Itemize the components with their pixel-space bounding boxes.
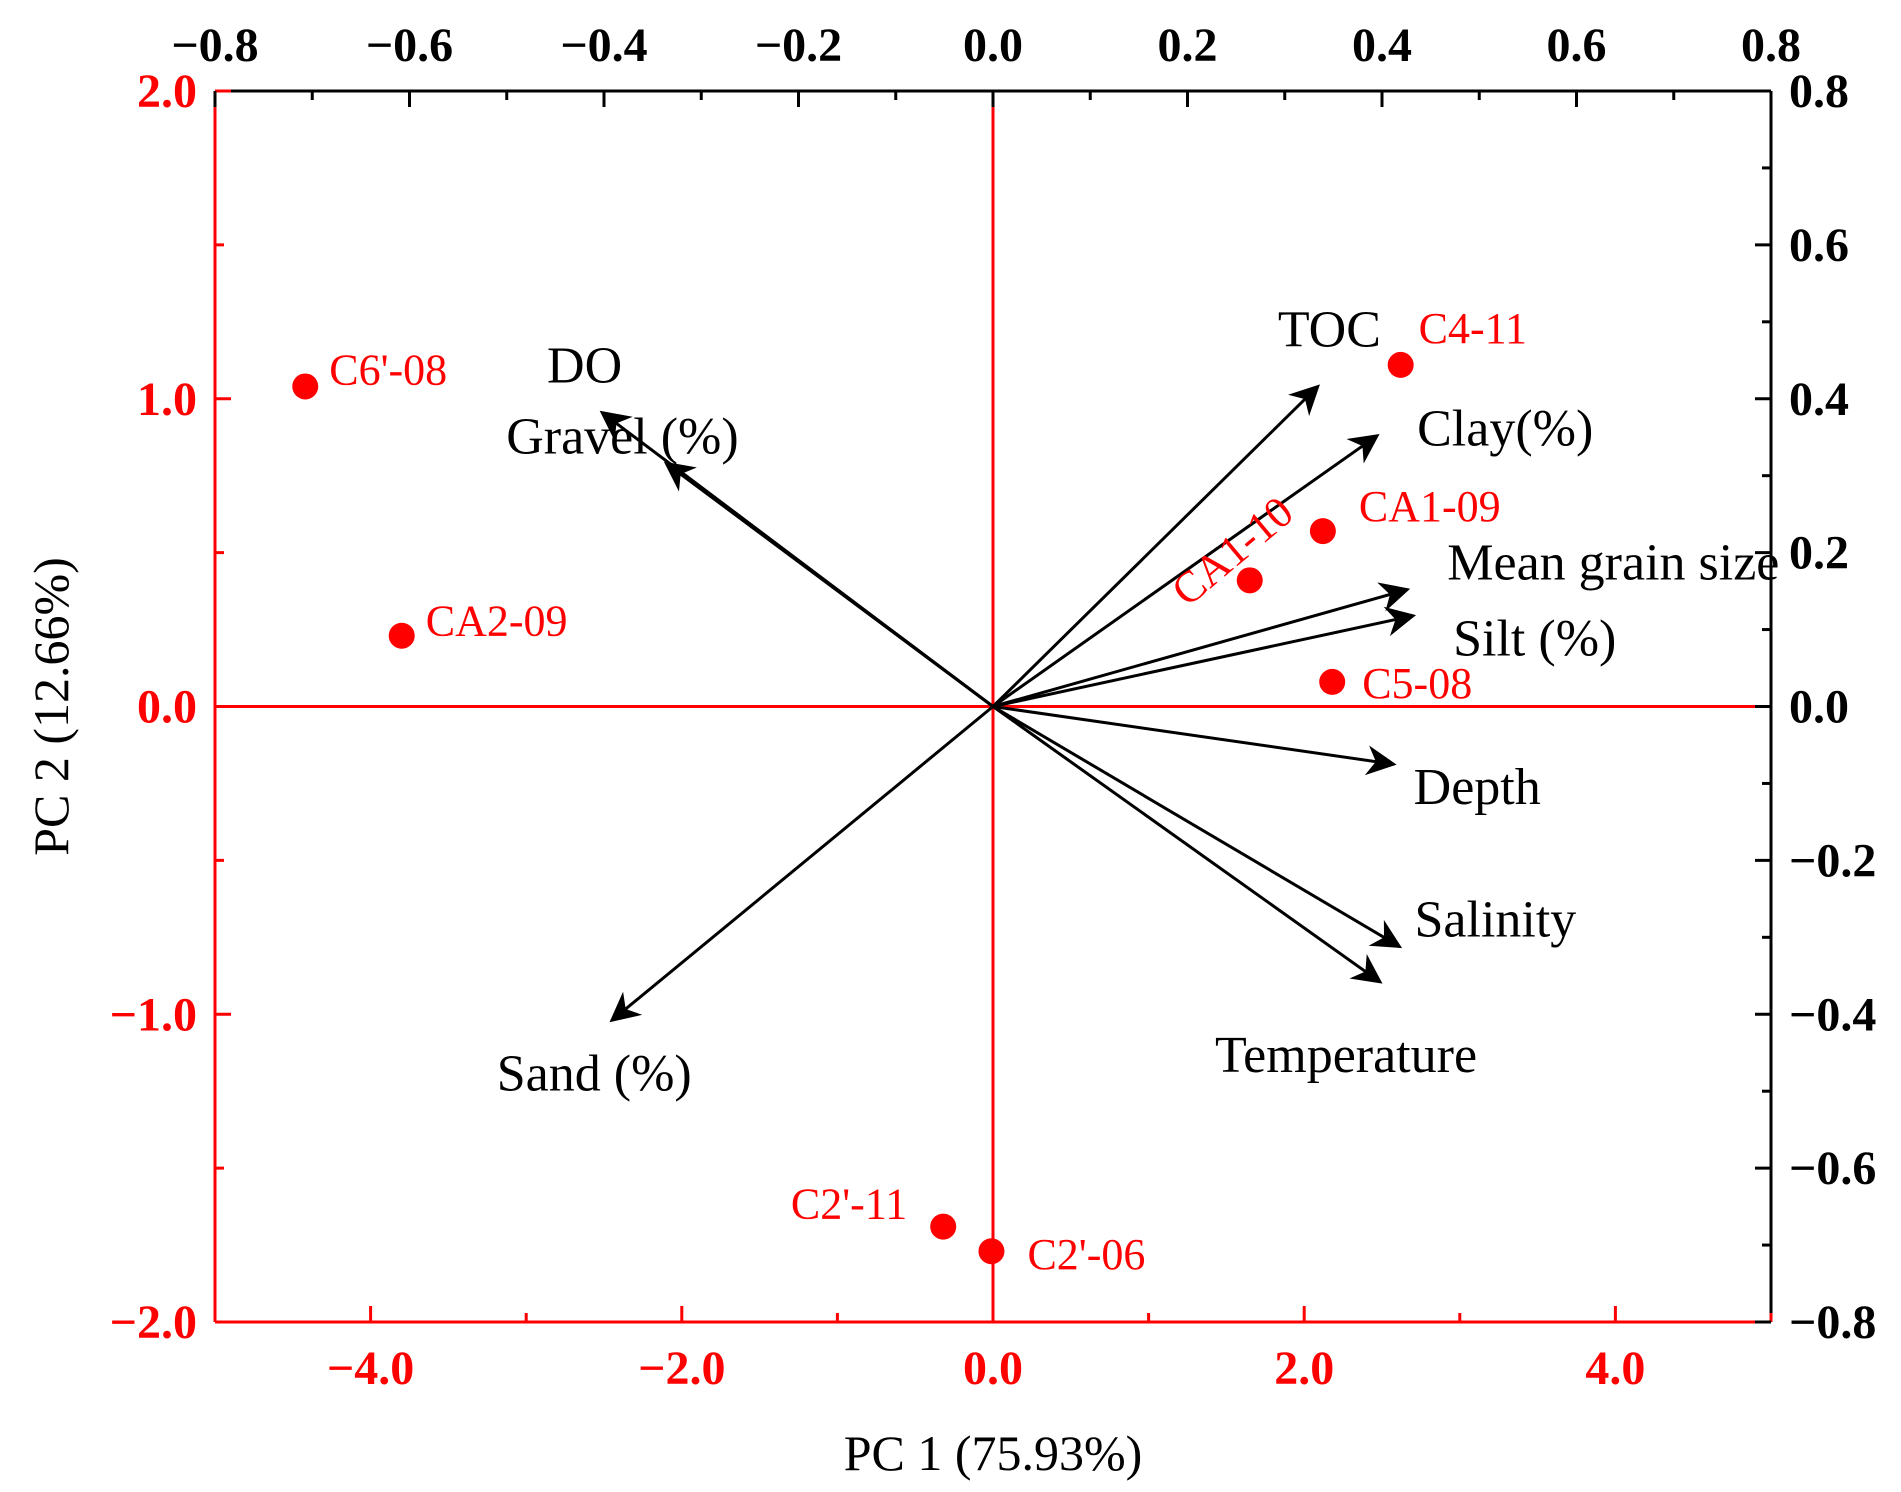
- vector-arrow: [992, 606, 1417, 708]
- vector-arrow: [992, 582, 1411, 708]
- sample-label: CA2-09: [426, 597, 568, 646]
- sample-point: [388, 622, 415, 649]
- vector-label: TOC: [1278, 301, 1381, 358]
- y-axis-title: PC 2 (12.66%): [23, 557, 79, 856]
- top-tick-label: −0.8: [171, 19, 258, 72]
- y-tick-label: −1.0: [110, 988, 197, 1041]
- right-tick-label: 0.2: [1789, 527, 1849, 580]
- sample-label: C4-11: [1419, 304, 1527, 353]
- sample-point: [978, 1238, 1005, 1265]
- right-tick-label: 0.0: [1789, 681, 1849, 734]
- vector-label: DO: [547, 338, 622, 395]
- sample-point: [1387, 351, 1414, 378]
- vector-label: Clay(%): [1417, 401, 1593, 458]
- sample-point: [1309, 518, 1336, 545]
- sample-point: [1319, 668, 1346, 695]
- right-tick-label: −0.6: [1789, 1142, 1876, 1195]
- y-tick-label: 0.0: [137, 681, 197, 734]
- top-tick-label: 0.0: [963, 19, 1023, 72]
- x-axis-title: PC 1 (75.93%): [844, 1425, 1143, 1481]
- vector-arrow: [992, 705, 1403, 949]
- sample-label: C2'-11: [791, 1180, 907, 1229]
- vector-label: Temperature: [1215, 1027, 1477, 1084]
- sample-label: CA1-10: [1162, 487, 1302, 616]
- top-tick-label: −0.6: [366, 19, 453, 72]
- vector-arrow: [663, 461, 994, 708]
- right-tick-label: 0.6: [1789, 219, 1849, 272]
- right-tick-label: 0.8: [1789, 65, 1849, 118]
- x-tick-label: 4.0: [1585, 1342, 1645, 1395]
- x-tick-label: −4.0: [327, 1342, 414, 1395]
- x-tick-label: 2.0: [1274, 1342, 1334, 1395]
- sample-label: C6'-08: [329, 345, 447, 394]
- y-tick-label: −2.0: [110, 1296, 197, 1349]
- right-tick-label: 0.4: [1789, 373, 1849, 426]
- vector-arrow: [992, 705, 1397, 776]
- top-tick-label: 0.4: [1352, 19, 1412, 72]
- x-tick-label: −2.0: [638, 1342, 725, 1395]
- vector-arrow: [609, 705, 994, 1023]
- y-tick-label: 1.0: [137, 373, 197, 426]
- sample-point: [292, 373, 319, 400]
- vector-label: Salinity: [1415, 892, 1577, 949]
- right-tick-label: −0.2: [1789, 834, 1876, 887]
- sample-label: C5-08: [1362, 659, 1472, 708]
- sample-point: [930, 1213, 957, 1240]
- vector-arrow: [992, 705, 1383, 984]
- top-tick-label: 0.2: [1158, 19, 1218, 72]
- sample-label: CA1-09: [1359, 482, 1501, 531]
- x-tick-label: 0.0: [963, 1342, 1023, 1395]
- top-tick-label: 0.6: [1547, 19, 1607, 72]
- top-tick-label: −0.4: [560, 19, 647, 72]
- y-tick-label: 2.0: [137, 65, 197, 118]
- vector-label: Depth: [1414, 759, 1541, 816]
- vector-label: Sand (%): [497, 1045, 692, 1102]
- sample-point: [1236, 567, 1263, 594]
- top-tick-label: −0.2: [755, 19, 842, 72]
- vector-arrow: [992, 433, 1380, 708]
- right-tick-label: −0.4: [1789, 988, 1876, 1041]
- right-tick-label: −0.8: [1789, 1296, 1876, 1349]
- sample-label: C2'-06: [1027, 1230, 1145, 1279]
- vector-label: Gravel (%): [506, 408, 738, 465]
- vector-label: Silt (%): [1453, 611, 1616, 668]
- top-tick-label: 0.8: [1741, 19, 1801, 72]
- vector-arrow: [991, 384, 1320, 708]
- vector-label: Mean grain size: [1447, 535, 1779, 592]
